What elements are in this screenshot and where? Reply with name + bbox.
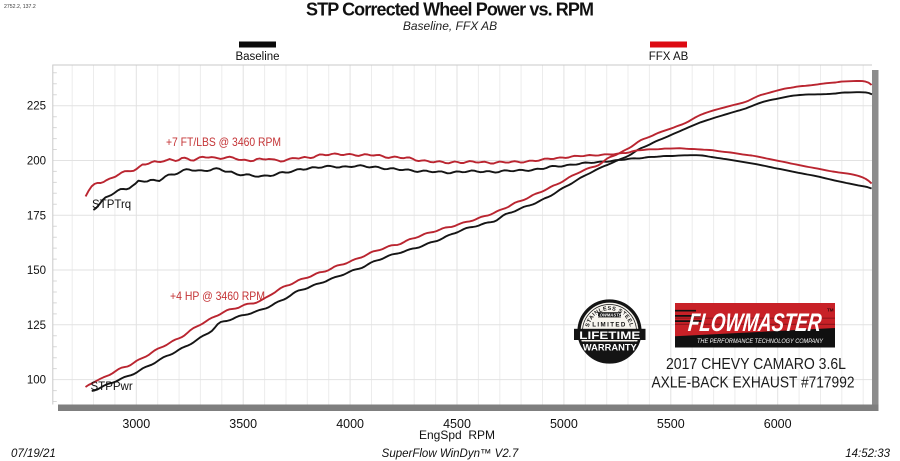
- svg-text:4500: 4500: [443, 417, 471, 431]
- svg-text:WARRANTY: WARRANTY: [583, 342, 637, 352]
- svg-text:14:52:33: 14:52:33: [845, 448, 890, 460]
- svg-text:+4 HP @ 3460 RPM: +4 HP @ 3460 RPM: [170, 289, 265, 303]
- svg-text:5500: 5500: [657, 417, 685, 431]
- svg-text:Baseline, FFX AB: Baseline, FFX AB: [403, 19, 497, 33]
- svg-text:200: 200: [27, 156, 46, 168]
- svg-text:2017 CHEVY CAMARO 3.6L: 2017 CHEVY CAMARO 3.6L: [666, 356, 846, 373]
- svg-text:5000: 5000: [550, 417, 578, 431]
- svg-text:3500: 3500: [229, 417, 257, 431]
- svg-text:3000: 3000: [122, 417, 150, 431]
- svg-text:LIFETIME: LIFETIME: [579, 330, 640, 342]
- svg-text:TM: TM: [827, 308, 834, 313]
- svg-text:4000: 4000: [336, 417, 364, 431]
- svg-text:150: 150: [27, 265, 46, 277]
- svg-text:EngSpd RPM: EngSpd RPM: [419, 428, 495, 442]
- svg-text:175: 175: [27, 210, 46, 222]
- svg-text:STPTrq: STPTrq: [92, 199, 131, 211]
- svg-text:+7 FT/LBS @ 3460 RPM: +7 FT/LBS @ 3460 RPM: [166, 135, 281, 149]
- svg-text:STPPwr: STPPwr: [91, 381, 133, 393]
- svg-text:FLOWMASTER: FLOWMASTER: [594, 313, 624, 318]
- svg-text:THE PERFORMANCE TECHNOLOGY COM: THE PERFORMANCE TECHNOLOGY COMPANY: [697, 338, 824, 345]
- svg-text:2752.2, 137.2: 2752.2, 137.2: [4, 4, 36, 10]
- svg-text:225: 225: [27, 101, 46, 113]
- svg-text:AXLE-BACK EXHAUST #717992: AXLE-BACK EXHAUST #717992: [652, 375, 855, 392]
- svg-text:LIMITED: LIMITED: [592, 322, 627, 329]
- svg-text:FLOWMASTER: FLOWMASTER: [687, 309, 823, 337]
- svg-text:FFX AB: FFX AB: [649, 51, 689, 63]
- svg-text:6000: 6000: [764, 417, 792, 431]
- svg-text:Baseline: Baseline: [235, 51, 279, 63]
- svg-text:STP Corrected Wheel Power vs.: STP Corrected Wheel Power vs. RPM: [306, 0, 594, 20]
- svg-text:07/19/21: 07/19/21: [11, 448, 56, 460]
- svg-text:SuperFlow WinDyn™ V2.7: SuperFlow WinDyn™ V2.7: [382, 448, 519, 460]
- svg-text:125: 125: [27, 320, 46, 332]
- svg-text:100: 100: [27, 375, 46, 387]
